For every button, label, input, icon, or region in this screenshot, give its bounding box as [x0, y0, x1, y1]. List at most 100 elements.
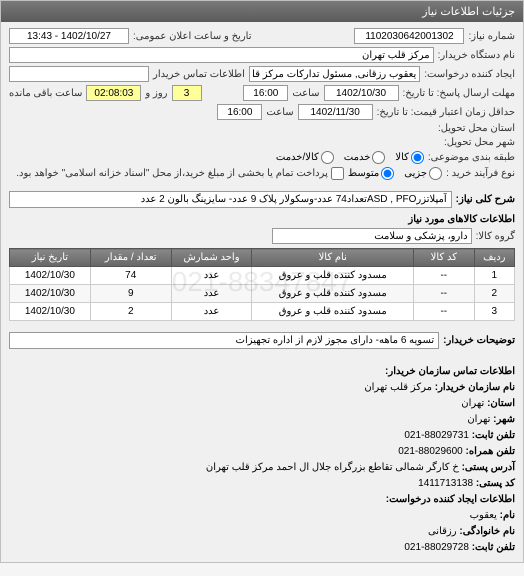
table-row: 3--مسدود کننده قلب و عروقعدد21402/10/30 — [10, 303, 515, 321]
radio-minor-input[interactable] — [429, 167, 442, 180]
radio-goods[interactable]: کالا — [395, 151, 424, 164]
city-val: تهران — [467, 414, 490, 425]
table-cell: 2 — [474, 285, 514, 303]
fax-lbl: تلفن همراه: — [466, 446, 515, 457]
table-cell: -- — [414, 285, 475, 303]
desc-title: شرح کلی نیاز: — [456, 194, 515, 205]
phone-lbl: تلفن ثابت: — [472, 430, 515, 441]
process-note: پرداخت تمام یا بخشی از مبلغ خرید،از محل … — [16, 168, 328, 179]
process-radio-group: جزیی متوسط — [348, 167, 442, 180]
radio-goodservice[interactable]: کالا/خدمت — [276, 151, 334, 164]
table-header: کد کالا — [414, 249, 475, 267]
table-header: تعداد / مقدار — [90, 249, 171, 267]
deadline-date-input[interactable] — [324, 85, 399, 101]
table-cell: 1402/10/30 — [10, 267, 91, 285]
name-val: یعقوب — [470, 510, 497, 521]
items-title: اطلاعات کالاهای مورد نیاز — [9, 214, 515, 225]
validity-label: حداقل زمان اعتبار قیمت: تا تاریخ: — [377, 107, 515, 118]
table-cell: مسدود کننده قلب و عروق — [252, 303, 414, 321]
items-table: ردیفکد کالانام کالاواحد شمارشتعداد / مقد… — [9, 248, 515, 321]
table-header: ردیف — [474, 249, 514, 267]
number-label: شماره نیاز: — [468, 31, 515, 42]
announce-label: تاریخ و ساعت اعلان عمومی: — [133, 31, 252, 42]
process-note-checkbox[interactable] — [331, 167, 344, 180]
table-cell: عدد — [171, 285, 252, 303]
remain-days-input — [172, 85, 202, 101]
org-name-val: مرکز قلب تهران — [364, 382, 432, 393]
org-name-lbl: نام سازمان خریدار: — [435, 382, 515, 393]
radio-service-input[interactable] — [372, 151, 385, 164]
province-lbl: استان: — [487, 398, 515, 409]
announce-input[interactable] — [9, 28, 129, 44]
table-cell: 2 — [90, 303, 171, 321]
requester-label: ایجاد کننده درخواست: — [424, 69, 515, 80]
postal-val: 1411713138 — [418, 478, 473, 489]
deadline-time-lbl: ساعت — [292, 88, 319, 99]
table-cell: 1402/10/30 — [10, 303, 91, 321]
table-row: 1--مسدود کننده قلب و عروقعدد741402/10/30 — [10, 267, 515, 285]
contact-title: اطلاعات تماس سازمان خریدار: — [385, 366, 515, 377]
buyer-notes-box: تسویه 6 ماهه- دارای مجوز لازم از اداره ت… — [9, 332, 439, 349]
category-radio-group: کالا خدمت کالا/خدمت — [276, 151, 424, 164]
table-header: نام کالا — [252, 249, 414, 267]
radio-service[interactable]: خدمت — [344, 151, 386, 164]
remain-time-input — [86, 85, 141, 101]
address-lbl: آدرس پستی: — [462, 462, 515, 473]
contact-input[interactable] — [9, 66, 149, 82]
table-cell: عدد — [171, 303, 252, 321]
radio-medium[interactable]: متوسط — [348, 167, 394, 180]
table-cell: مسدود کننده قلب و عروق — [252, 267, 414, 285]
table-cell: عدد — [171, 267, 252, 285]
family-val: رزقانی — [428, 526, 457, 537]
postal-lbl: کد پستی: — [476, 478, 515, 489]
radio-goodservice-input[interactable] — [321, 151, 334, 164]
tel-val: 88029728-021 — [404, 542, 469, 553]
address-val: خ کارگر شمالی تقاطع بزرگراه جلال ال احمد… — [206, 462, 459, 473]
remain-lbl2: روز و — [145, 88, 167, 99]
form-area: شماره نیاز: تاریخ و ساعت اعلان عمومی: نا… — [1, 22, 523, 358]
radio-minor[interactable]: جزیی — [404, 167, 442, 180]
contact-block: اطلاعات تماس سازمان خریدار: نام سازمان خ… — [1, 358, 523, 562]
remain-lbl3: ساعت باقی مانده — [9, 88, 82, 99]
table-cell: 1402/10/30 — [10, 285, 91, 303]
process-label: نوع فرآیند خرید : — [446, 168, 515, 179]
family-lbl: نام خانوادگی: — [459, 526, 515, 537]
process-note-check[interactable]: پرداخت تمام یا بخشی از مبلغ خرید،از محل … — [16, 167, 344, 180]
table-cell: 9 — [90, 285, 171, 303]
table-cell: 1 — [474, 267, 514, 285]
name-lbl: نام: — [500, 510, 515, 521]
table-cell: مسدود کننده قلب و عروق — [252, 285, 414, 303]
requester-input[interactable] — [249, 66, 420, 82]
radio-medium-input[interactable] — [381, 167, 394, 180]
table-row: 2--مسدود کننده قلب و عروقعدد91402/10/30 — [10, 285, 515, 303]
delivery-city-label: شهر محل تحویل: — [444, 137, 515, 148]
fax-val: 88029600-021 — [398, 446, 463, 457]
contact-label: اطلاعات تماس خریدار — [153, 69, 245, 80]
tel-lbl: تلفن ثابت: — [472, 542, 515, 553]
category-label: طبقه بندی موضوعی: — [428, 152, 515, 163]
table-header: واحد شمارش — [171, 249, 252, 267]
header-title: جزئیات اطلاعات نیاز — [422, 6, 515, 18]
table-cell: 74 — [90, 267, 171, 285]
deadline-time-input[interactable] — [243, 85, 288, 101]
validity-time-lbl: ساعت — [266, 107, 293, 118]
table-header: تاریخ نیاز — [10, 249, 91, 267]
group-input[interactable] — [272, 228, 472, 244]
radio-goods-input[interactable] — [411, 151, 424, 164]
validity-date-input[interactable] — [298, 104, 373, 120]
table-cell: 3 — [474, 303, 514, 321]
delivery-label: استان محل تحویل: — [438, 123, 515, 134]
deadline-label: مهلت ارسال پاسخ: تا تاریخ: — [403, 88, 515, 99]
phone-val: 88029731-021 — [404, 430, 469, 441]
table-cell: -- — [414, 267, 475, 285]
table-cell: -- — [414, 303, 475, 321]
number-input[interactable] — [354, 28, 464, 44]
desc-box: آمپلاتزرASD , PFOتعداد74 عدد-وسکولار پلا… — [9, 191, 452, 208]
org-label: نام دستگاه خریدار: — [438, 50, 515, 61]
creator-title: اطلاعات ایجاد کننده درخواست: — [386, 494, 515, 505]
panel-header: جزئیات اطلاعات نیاز — [1, 1, 523, 22]
group-label: گروه کالا: — [476, 231, 515, 242]
org-input[interactable] — [9, 47, 434, 63]
validity-time-input[interactable] — [217, 104, 262, 120]
city-lbl: شهر: — [493, 414, 515, 425]
